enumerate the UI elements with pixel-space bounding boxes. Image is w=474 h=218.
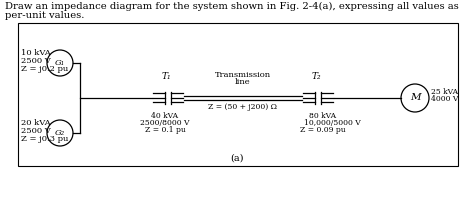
Text: Draw an impedance diagram for the system shown in Fig. 2-4(a), expressing all va: Draw an impedance diagram for the system… [5,2,459,11]
Text: 40 kVA: 40 kVA [151,112,179,120]
Text: Transmission: Transmission [215,71,271,79]
Text: 25 kVA: 25 kVA [431,88,458,96]
Text: 20 kVA: 20 kVA [21,119,51,127]
Text: Z = (50 + j200) Ω: Z = (50 + j200) Ω [209,103,277,111]
Text: 4000 V: 4000 V [431,95,458,103]
FancyBboxPatch shape [18,23,458,166]
Text: M: M [410,94,420,102]
Text: 80 kVA: 80 kVA [310,112,337,120]
Text: 10 kVA: 10 kVA [21,49,51,57]
Text: line: line [235,78,251,86]
Text: G₂: G₂ [55,129,65,137]
Text: 10,000/5000 V: 10,000/5000 V [304,119,360,127]
Text: G₁: G₁ [55,59,65,67]
Text: per-unit values.: per-unit values. [5,11,84,20]
Text: Z = j0.2 pu: Z = j0.2 pu [21,65,68,73]
Text: Z = 0.1 pu: Z = 0.1 pu [145,126,185,134]
Text: Z = j0.3 pu: Z = j0.3 pu [21,135,68,143]
Text: T₂: T₂ [311,72,321,81]
Text: T₁: T₁ [161,72,171,81]
Text: Z = 0.09 pu: Z = 0.09 pu [300,126,346,134]
Text: 2500 V: 2500 V [21,57,51,65]
Text: 2500/8000 V: 2500/8000 V [140,119,190,127]
Text: (a): (a) [230,154,244,163]
Text: 2500 V: 2500 V [21,127,51,135]
